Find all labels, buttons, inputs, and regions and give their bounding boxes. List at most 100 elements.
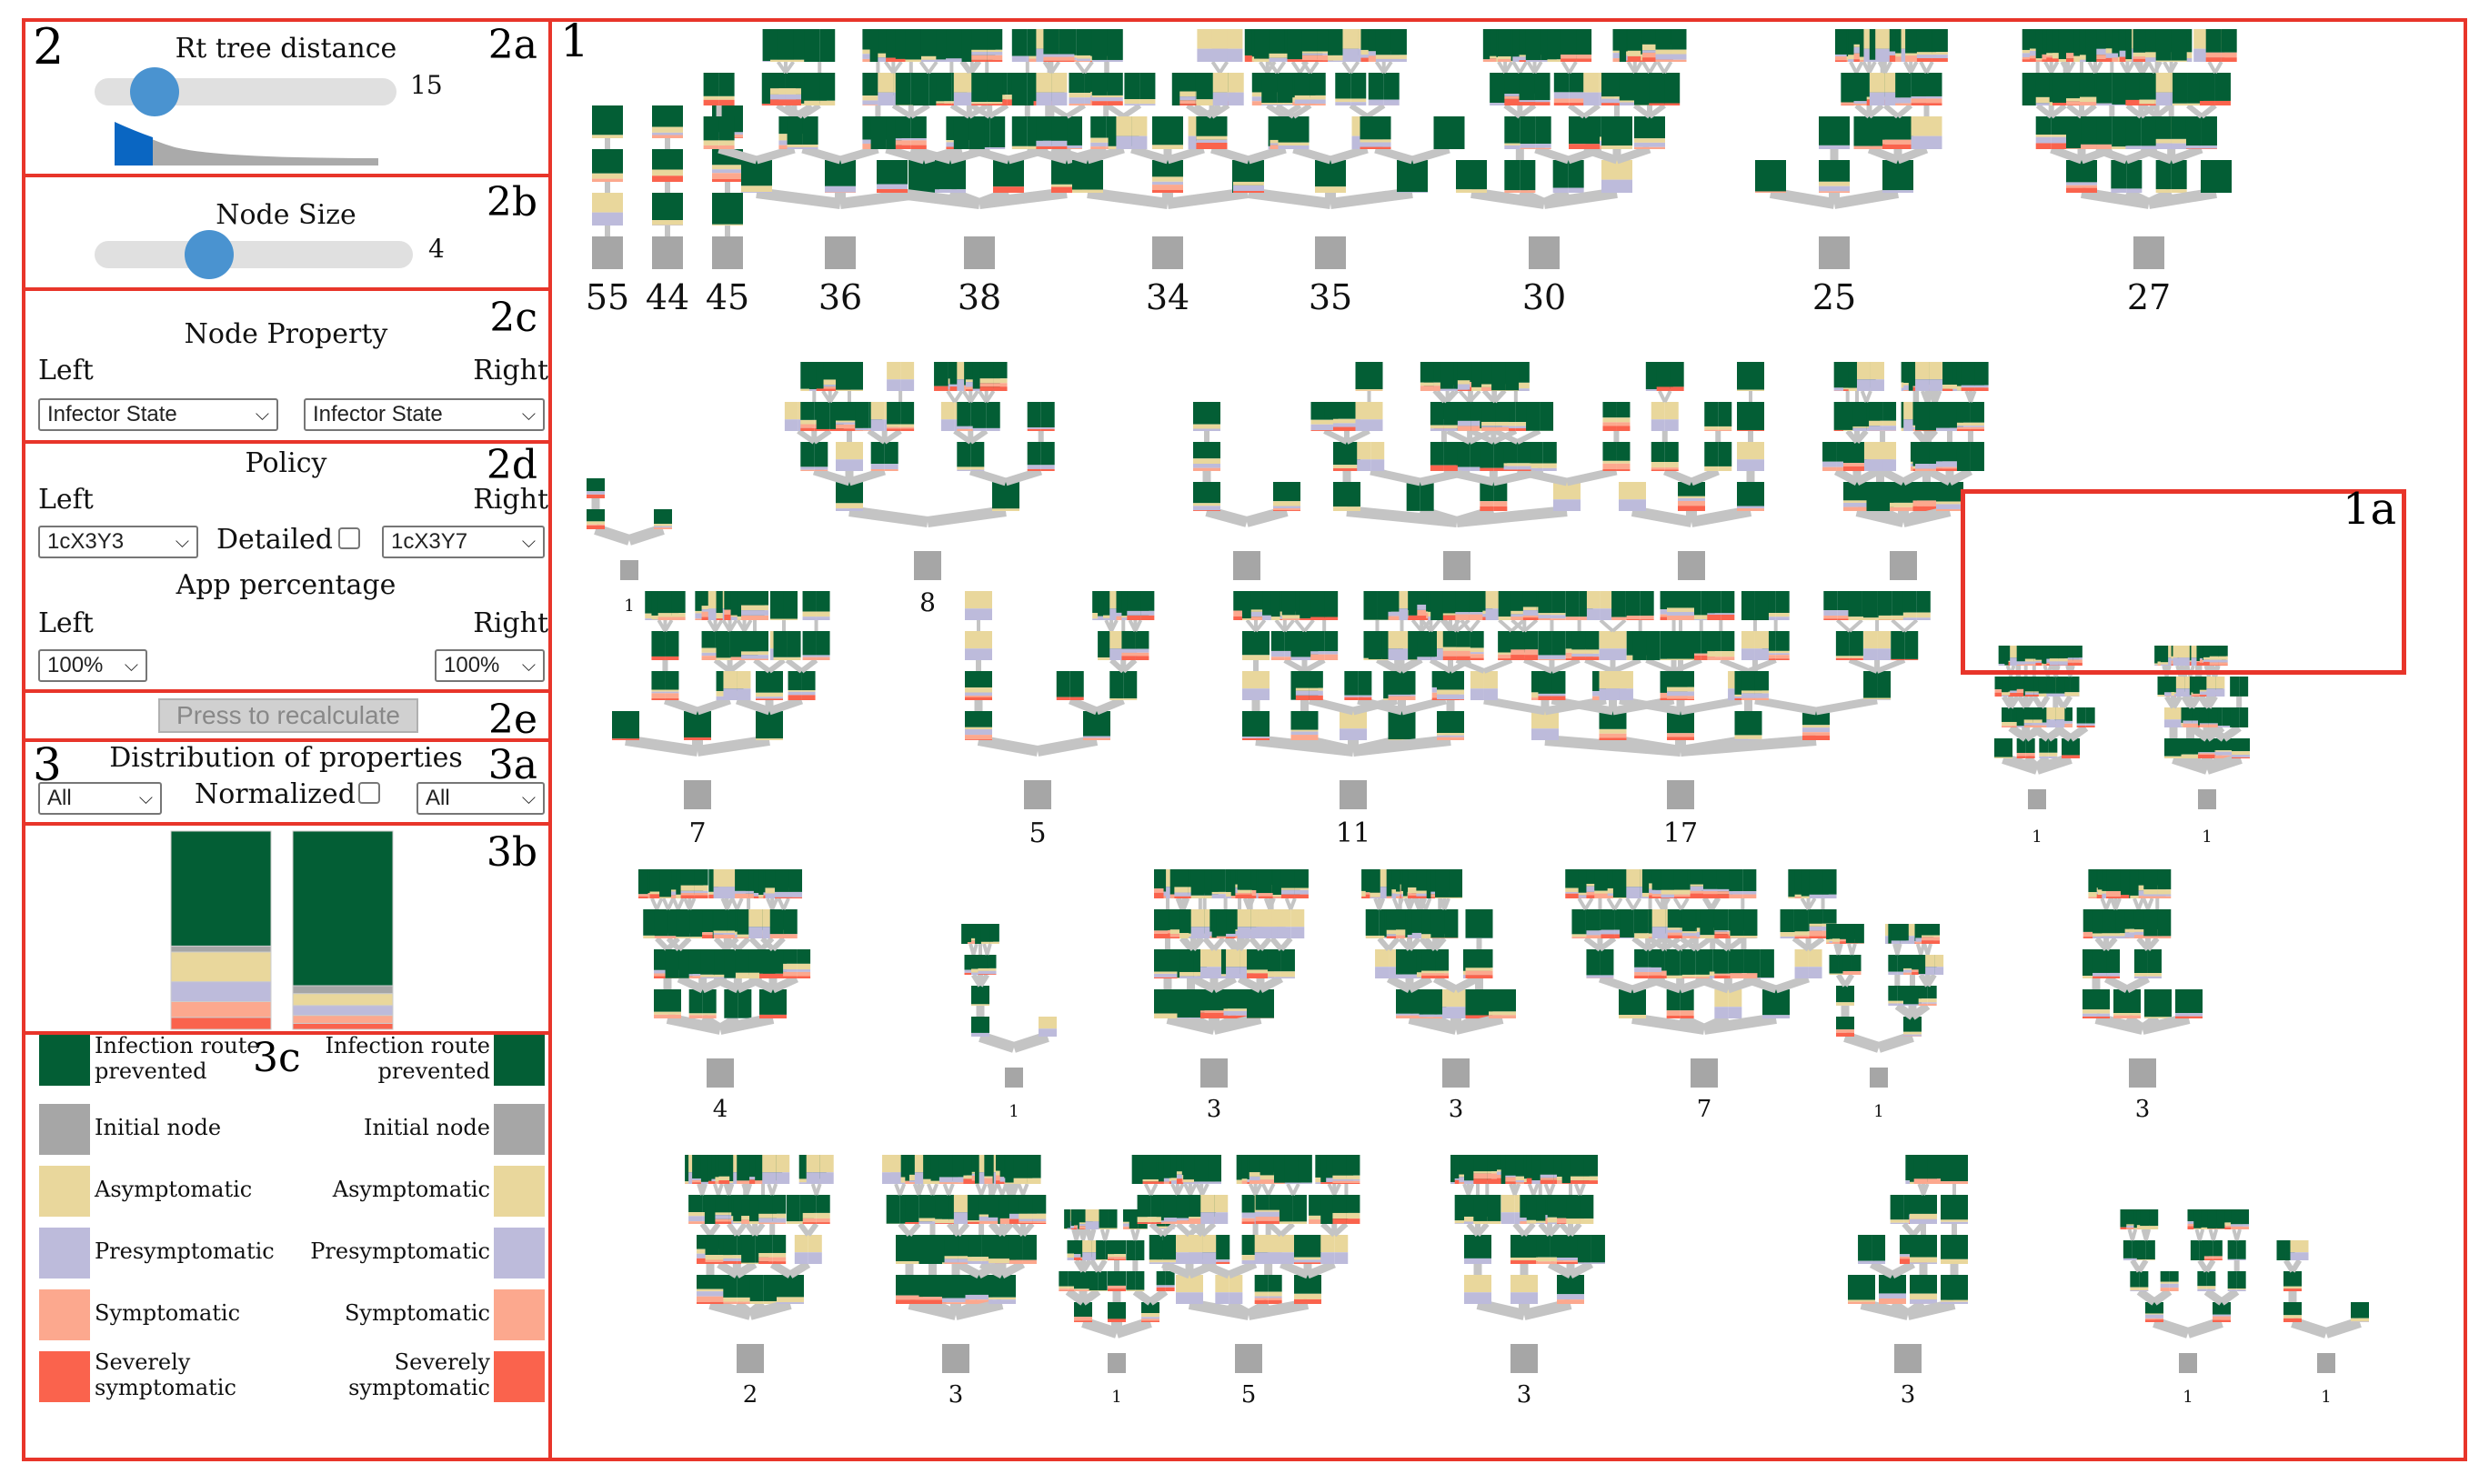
node-segment-prevented (783, 591, 798, 619)
node-segment-presymptomatic (741, 610, 756, 616)
recalculate-button[interactable]: Press to recalculate (158, 698, 418, 733)
node-segment-asymptomatic (979, 591, 992, 609)
node-segment-prevented (2024, 677, 2034, 692)
tree-edge (1543, 187, 1618, 209)
tree[interactable] (1755, 29, 1948, 269)
node-segment-prevented (1207, 442, 1220, 459)
tree-edge (1300, 60, 1312, 75)
node-segment-asymptomatic (1599, 631, 1613, 649)
tree[interactable] (612, 591, 830, 809)
tree[interactable] (1193, 402, 1300, 580)
node-segment-asymptomatic (1277, 909, 1291, 928)
tree[interactable] (2022, 29, 2237, 269)
node-segment-presymptomatic (1207, 428, 1220, 431)
initial-node (1233, 551, 1260, 580)
tree-edge (1341, 60, 1352, 75)
node-segment-prevented (2221, 29, 2237, 53)
tree-edge (1283, 657, 1306, 674)
node-segment-presymptomatic (1612, 648, 1627, 660)
normalized-checkbox[interactable] (358, 782, 380, 804)
node-segment-severe (694, 895, 708, 898)
tree[interactable] (965, 591, 1155, 809)
initial-node (964, 236, 995, 269)
node-segment-presymptomatic (800, 466, 815, 470)
policy-left-select[interactable]: 1cX3Y3 ⌵ (38, 526, 198, 558)
tree[interactable] (1456, 29, 1687, 269)
app-percentage-left-select[interactable]: 100% ⌵ (38, 649, 147, 682)
distribution-right-select[interactable]: All ⌵ (417, 782, 545, 815)
tree-edge (1302, 618, 1315, 633)
node-segment-prevented (702, 989, 717, 1014)
node-segment-prevented (741, 160, 757, 186)
node-segment-presymptomatic (1207, 506, 1220, 511)
tree[interactable] (961, 924, 1057, 1088)
tree[interactable] (1154, 869, 1309, 1088)
node-segment-presymptomatic (849, 508, 863, 511)
node-segment-asymptomatic (1107, 95, 1123, 98)
node-segment-asymptomatic (1651, 462, 1665, 468)
node-segment-asymptomatic (1369, 389, 1383, 391)
node-segment-presymptomatic (1280, 889, 1295, 895)
node-size-slider[interactable] (95, 230, 413, 279)
node-segment-prevented (1849, 631, 1863, 657)
tree[interactable] (1179, 29, 1465, 269)
node-segment-asymptomatic (979, 687, 992, 693)
node-segment-prevented (2205, 29, 2222, 53)
node-segment-presymptomatic (1097, 736, 1110, 738)
node-segment-asymptomatic (1293, 142, 1310, 146)
node-segment-presymptomatic (2062, 720, 2073, 724)
tree[interactable] (637, 869, 811, 1088)
tree-edge (812, 466, 851, 486)
node-segment-severe (1324, 617, 1339, 620)
rt-tree-distance-slider[interactable] (95, 67, 396, 116)
rt-tree-distance-thumb[interactable] (130, 67, 180, 116)
tree[interactable] (1310, 362, 1631, 580)
selected-value: 1cX3Y3 (47, 529, 125, 554)
node-segment-severe (1027, 428, 1041, 431)
tree[interactable] (1430, 591, 1931, 809)
node-segment-presymptomatic (1819, 145, 1834, 149)
node-segment-symptomatic (1538, 618, 1552, 620)
node-segment-asymptomatic (1691, 496, 1705, 498)
tree-edge (1517, 187, 1547, 209)
node-size-thumb[interactable] (185, 230, 234, 279)
tree[interactable] (587, 478, 672, 580)
node-property-right-select[interactable]: Infector State ⌵ (304, 398, 545, 431)
tree-edge (1656, 60, 1666, 75)
node-segment-presymptomatic (1437, 735, 1450, 737)
node-segment-presymptomatic (989, 146, 1006, 149)
node-segment-prevented (1498, 29, 1514, 56)
node-segment-prevented (612, 711, 626, 739)
app-percentage-right-select[interactable]: 100% ⌵ (435, 649, 545, 682)
policy-right-select[interactable]: 1cX3Y7 ⌵ (382, 526, 545, 558)
node-segment-asymptomatic (1390, 55, 1407, 59)
tree-edge (1891, 618, 1906, 633)
node-segment-asymptomatic (2155, 189, 2172, 193)
tree[interactable] (1619, 362, 1764, 580)
node-segment-asymptomatic (718, 95, 735, 100)
node-segment-severe (2076, 725, 2086, 727)
node-segment-prevented (1741, 671, 1755, 691)
tree[interactable] (652, 105, 683, 269)
node-property-left-select[interactable]: Infector State ⌵ (38, 398, 278, 431)
node-segment-prevented (877, 160, 892, 185)
tree-edge (1832, 187, 1900, 209)
node-segment-presymptomatic (2208, 723, 2218, 725)
node-segment-presymptomatic (1691, 497, 1705, 501)
node-segment-prevented (1375, 116, 1391, 140)
tree[interactable] (869, 29, 1122, 269)
node-segment-presymptomatic (1751, 459, 1764, 471)
tree-edge (1130, 145, 1169, 165)
node-segment-symptomatic (1455, 614, 1470, 620)
distribution-left-select[interactable]: All ⌵ (38, 782, 162, 815)
tree[interactable] (592, 105, 623, 269)
detailed-checkbox[interactable] (338, 527, 360, 549)
node-segment-severe (788, 897, 803, 898)
tree[interactable] (1233, 591, 1493, 809)
node-segment-prevented (1168, 116, 1183, 145)
node-segment-severe (1450, 699, 1464, 700)
node-segment-prevented (1936, 442, 1950, 462)
tree[interactable] (784, 362, 1055, 580)
node-segment-asymptomatic (700, 974, 715, 978)
